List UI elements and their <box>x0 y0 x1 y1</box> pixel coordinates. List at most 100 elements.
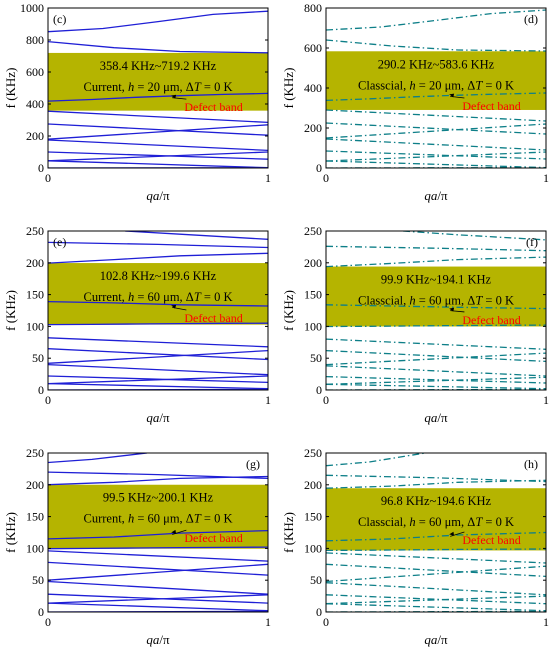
dispersion-branch <box>326 256 546 268</box>
band-gap-region <box>48 52 268 111</box>
y-axis-label: f (KHz) <box>281 512 296 553</box>
dispersion-branch <box>48 561 268 576</box>
band-gap-range-label: 358.4 KHz~719.2 KHz <box>100 59 217 73</box>
x-tick-label: 1 <box>543 615 549 629</box>
x-tick-label: 0 <box>45 171 51 185</box>
y-tick-label: 50 <box>32 351 44 365</box>
condition-tail: = 0 K <box>201 80 233 94</box>
y-tick-label: 250 <box>304 224 322 238</box>
dispersion-branch <box>326 9 546 31</box>
x-tick-label: 1 <box>265 393 271 407</box>
y-tick-label: 200 <box>304 478 322 492</box>
band-gap-region <box>326 488 546 551</box>
condition-label: Classcial, h = 60 μm, ΔT = 0 K <box>358 515 514 529</box>
y-tick-label: 400 <box>304 81 322 95</box>
y-tick-label: 200 <box>304 121 322 135</box>
panel-c: 0 200 400 600 800 1000 0 1 f (KHz) qa/π (c) 358.4 K… <box>3 1 271 203</box>
y-tick-label: 50 <box>32 573 44 587</box>
x-tick-label: 1 <box>543 171 549 185</box>
condition-mid: = 60 μm, <box>416 294 468 308</box>
condition-h: h <box>128 80 134 94</box>
dispersion-branch <box>48 252 268 264</box>
band-gap-range-label: 99.9 KHz~194.1 KHz <box>381 273 492 287</box>
y-tick-label: 150 <box>304 510 322 524</box>
y-tick-label: 1000 <box>20 1 44 15</box>
dispersion-curves <box>48 453 268 612</box>
dispersion-branch <box>48 550 268 562</box>
panel-tag: (g) <box>246 457 260 471</box>
panel-h: 0 50 100 150 200 250 0 1 f (KHz) qa/π (h) 96.8 KHz~… <box>281 446 549 647</box>
y-tick-label: 50 <box>310 573 322 587</box>
dispersion-branch <box>326 39 546 52</box>
defect-band-label: Defect band <box>462 313 520 327</box>
x-axis-label-suffix: /π <box>159 410 170 425</box>
condition-prefix: Classcial, <box>358 78 409 92</box>
x-axis-label: qa/π <box>424 632 448 647</box>
y-tick-label: 200 <box>26 478 44 492</box>
condition-prefix: Current, <box>84 290 128 304</box>
condition-h: h <box>409 294 415 308</box>
y-tick-label: 100 <box>304 319 322 333</box>
panel-e: 0 50 100 150 200 250 0 1 f (KHz) qa/π (e) 102.8 KHz… <box>3 224 271 425</box>
condition-prefix: Classcial, <box>358 515 409 529</box>
defect-band-label: Defect band <box>462 533 520 547</box>
condition-h: h <box>409 515 415 529</box>
y-axis-label: f (KHz) <box>3 512 18 553</box>
defect-band-label: Defect band <box>184 100 242 114</box>
condition-h: h <box>128 290 134 304</box>
dispersion-branch <box>48 546 268 550</box>
defect-band-label: Defect band <box>184 311 242 325</box>
y-tick-label: 0 <box>38 605 44 619</box>
condition-prefix: Current, <box>84 512 128 526</box>
y-tick-label: 150 <box>26 288 44 302</box>
panel-g: 0 50 100 150 200 250 0 1 f (KHz) qa/π (g) 99.5 KHz~… <box>3 446 271 647</box>
defect-band-label: Defect band <box>462 99 520 113</box>
dispersion-curves <box>326 453 546 612</box>
band-gap-range-label: 290.2 KHz~583.6 KHz <box>378 57 495 71</box>
dispersion-branch <box>48 151 268 160</box>
plot-frame <box>325 452 547 613</box>
y-tick-label: 250 <box>26 446 44 460</box>
dispersion-branch <box>48 241 268 249</box>
dispersion-branch <box>48 160 268 168</box>
condition-mid: = 60 μm, <box>134 512 186 526</box>
defect-arrow-head <box>449 307 455 312</box>
condition-tail: = 0 K <box>482 515 514 529</box>
condition-delta: Δ <box>186 80 194 94</box>
dispersion-branch <box>326 531 546 542</box>
y-tick-label: 200 <box>26 129 44 143</box>
y-tick-label: 400 <box>26 97 44 111</box>
panel-f: 0 50 100 150 200 250 0 1 f (KHz) qa/π (f) 99.9 KHz~… <box>281 224 549 425</box>
dispersion-branch <box>48 602 268 612</box>
y-axis-label: f (KHz) <box>3 290 18 331</box>
condition-tail: = 0 K <box>201 290 233 304</box>
x-tick-label: 0 <box>45 615 51 629</box>
panel-tag: (d) <box>524 12 538 26</box>
dispersion-branch <box>48 348 268 361</box>
defect-arrow-line <box>172 529 187 535</box>
condition-t: T <box>194 80 202 94</box>
y-tick-label: 150 <box>26 510 44 524</box>
dispersion-branch <box>48 10 268 33</box>
dispersion-curves <box>48 10 268 168</box>
y-tick-label: 800 <box>304 1 322 15</box>
plot-frame <box>47 452 269 613</box>
y-tick-label: 600 <box>304 41 322 55</box>
dispersion-branch <box>48 123 268 136</box>
x-axis-label: qa/π <box>424 188 448 203</box>
y-axis-label: f (KHz) <box>3 68 18 109</box>
condition-label: Current, h = 60 μm, ΔT = 0 K <box>84 290 233 304</box>
condition-mid: = 60 μm, <box>134 290 186 304</box>
condition-delta: Δ <box>467 515 475 529</box>
condition-label: Current, h = 60 μm, ΔT = 0 K <box>84 512 233 526</box>
y-tick-label: 150 <box>304 288 322 302</box>
dispersion-branch <box>48 529 268 540</box>
band-gap-range-label: 102.8 KHz~199.6 KHz <box>100 269 217 283</box>
panel-tag: (e) <box>53 235 66 249</box>
y-tick-label: 200 <box>26 256 44 270</box>
y-tick-label: 0 <box>316 161 322 175</box>
condition-h: h <box>409 78 415 92</box>
dispersion-branch <box>326 479 546 489</box>
condition-t: T <box>475 78 483 92</box>
